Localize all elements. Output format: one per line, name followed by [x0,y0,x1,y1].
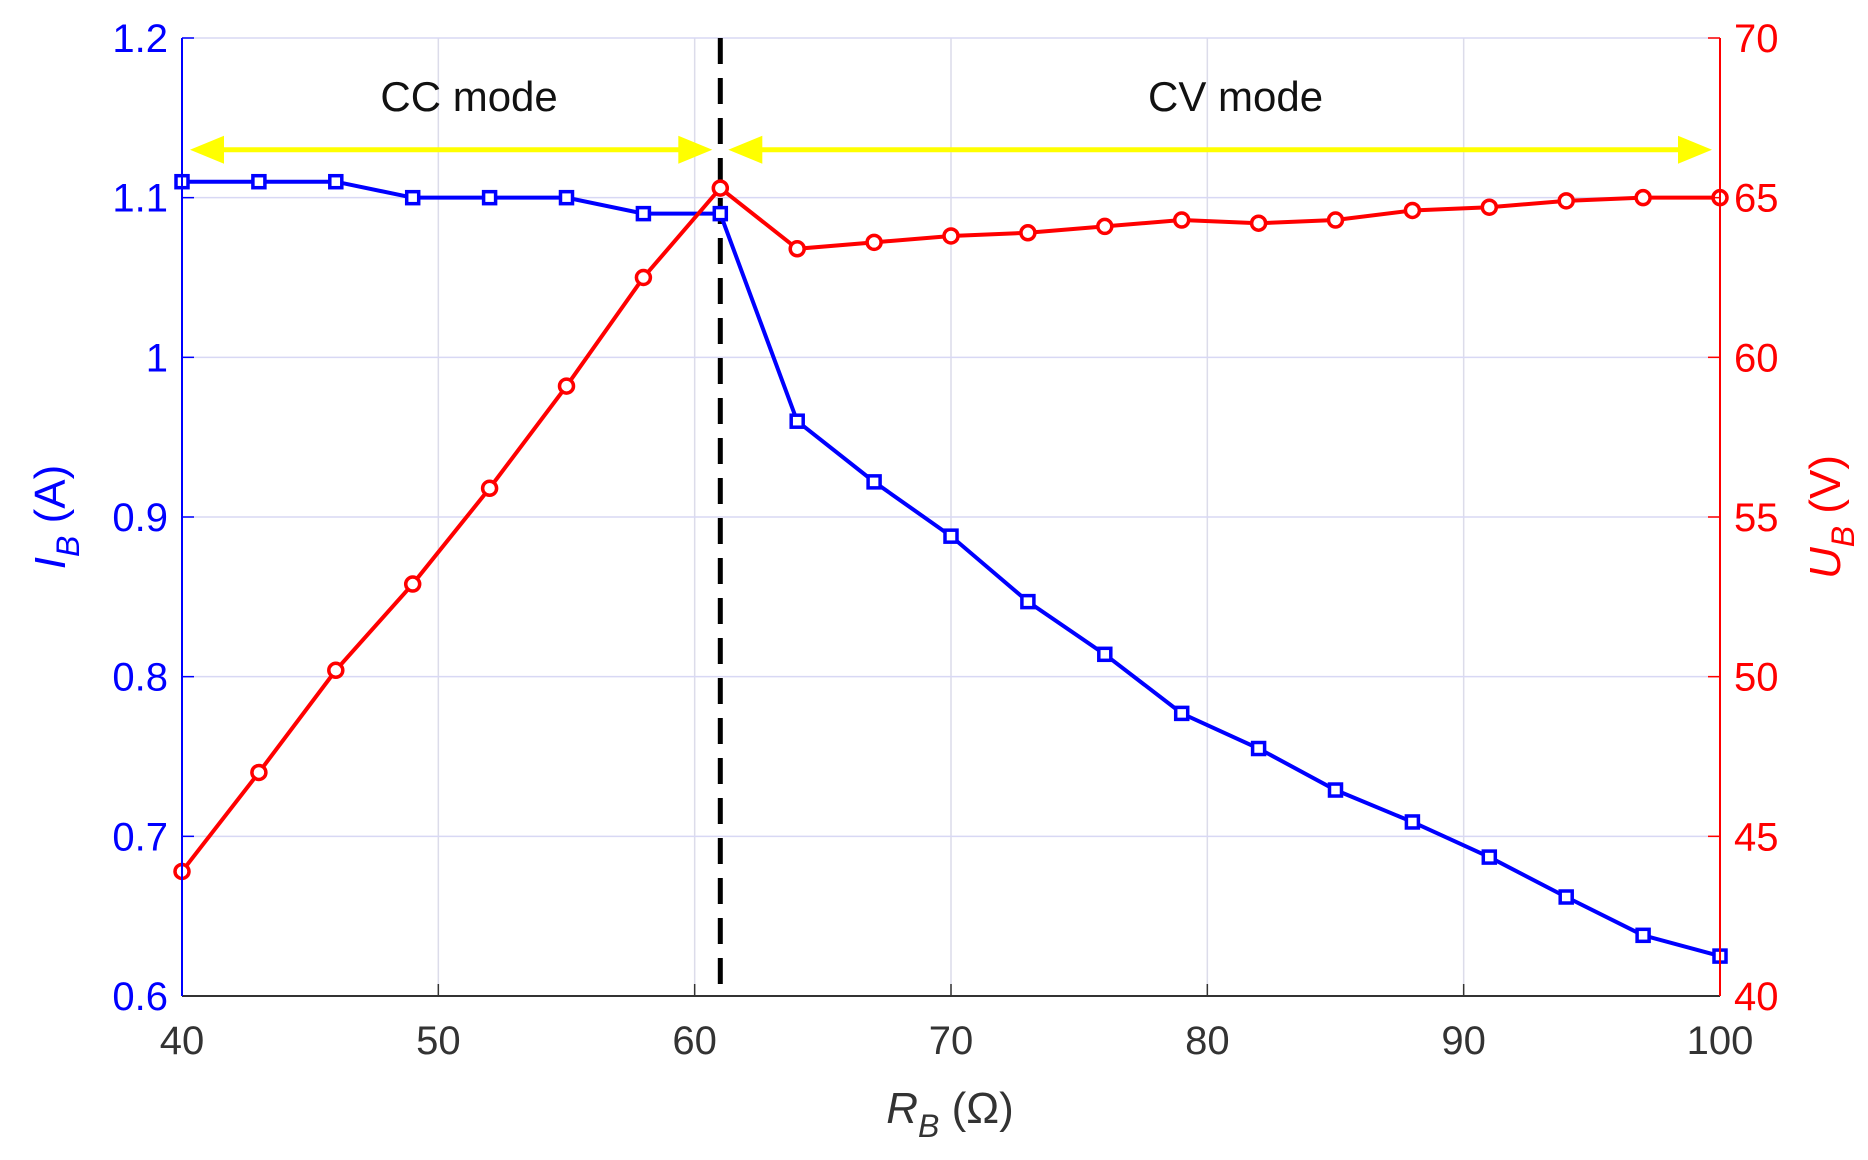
data-point-I_B [1558,889,1574,905]
x-tick-label: 50 [416,1019,461,1063]
data-point-I_B [558,189,575,206]
y-left-tick-label: 0.8 [112,656,168,700]
mode-label: CC mode [380,73,557,120]
data-point-I_B [328,173,344,190]
data-point-U_B [1634,188,1652,207]
arrow-head-right [678,135,713,164]
data-point-I_B [1020,593,1036,610]
data-point-U_B [1019,224,1037,242]
data-point-I_B [1481,849,1498,865]
x-tick-label: 40 [160,1019,205,1063]
y-right-tick-label: 70 [1734,17,1779,61]
mode-label: CV mode [1148,73,1323,120]
data-point-U_B [403,575,422,593]
data-point-U_B [1557,192,1575,210]
data-point-I_B [1404,814,1421,830]
y-left-tick-label: 1.1 [112,177,168,221]
x-axis-label: RB (Ω) [886,1084,1014,1144]
data-point-I_B [1635,927,1651,944]
data-point-I_B [789,413,805,429]
data-point-I_B [866,474,882,490]
axes: 40 50 60 70 80 90 100 0.6 0.7 0.8 0.9 1 1.1 1.2 40 45 50… [112,17,1778,1063]
data-point-I_B [943,528,959,544]
data-point-U_B [942,227,960,245]
y-right-tick-label: 45 [1734,815,1779,859]
y-right-tick-label: 50 [1734,656,1779,700]
data-point-I_B [1250,740,1267,757]
y-right-axis-label: UB (V) [1801,455,1861,579]
data-point-U_B [480,479,499,498]
arrow-head-left [728,135,763,164]
x-tick-label: 80 [1185,1019,1230,1063]
data-point-U_B [1096,217,1114,236]
data-point-U_B [250,763,268,782]
data-point-U_B [1480,198,1499,216]
data-point-U_B [1172,211,1191,229]
y-left-tick-label: 1 [146,336,168,380]
data-point-I_B [635,205,652,222]
data-point-I_B [481,189,498,206]
y-right-tick-label: 40 [1734,975,1779,1019]
arrow-head-left [190,135,224,164]
data-point-I_B [251,173,267,190]
x-tick-label: 60 [672,1019,717,1063]
data-point-U_B [1249,214,1268,232]
data-point-I_B [1173,705,1190,722]
data-point-I_B [404,189,421,206]
y-left-tick-label: 0.6 [112,975,168,1019]
data-point-I_B [712,205,729,222]
arrow-head-right [1678,135,1712,164]
data-point-U_B [327,661,345,680]
grid [181,37,1721,997]
x-tick-label: 70 [929,1019,974,1063]
annotations: CC mode CV mode [190,38,1712,996]
y-left-axis-label: IB (A) [26,465,86,569]
data-point-U_B [788,240,806,258]
data-point-U_B [1403,201,1422,220]
data-point-U_B [634,268,653,287]
y-right-tick-label: 65 [1734,177,1779,221]
data-point-U_B [1326,211,1345,229]
data-point-U_B [865,233,883,252]
y-left-tick-label: 1.2 [112,17,168,61]
axis-labels: RB (Ω) IB (A) UB (V) [26,455,1861,1144]
y-right-tick-label: 55 [1734,496,1779,540]
series [173,173,1729,964]
y-right-tick-label: 60 [1734,336,1779,380]
data-point-U_B [711,179,730,197]
data-point-I_B [1327,782,1344,798]
y-left-tick-label: 0.7 [112,815,168,859]
y-left-tick-label: 0.9 [112,496,168,540]
x-tick-label: 100 [1687,1019,1754,1063]
data-point-U_B [557,377,576,395]
x-tick-label: 90 [1441,1019,1486,1063]
data-point-I_B [1097,646,1113,663]
